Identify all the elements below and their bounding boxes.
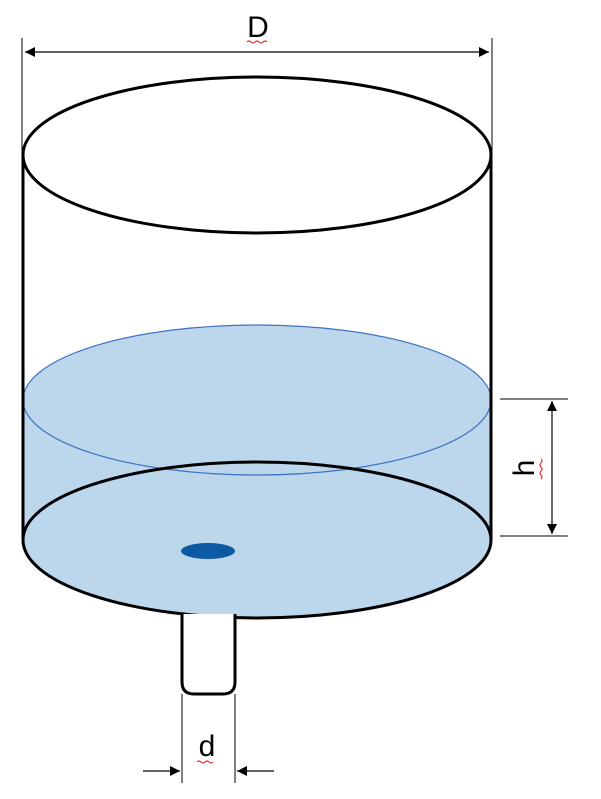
tank-bottom (21, 460, 493, 620)
label-outlet-diameter: d (199, 730, 216, 763)
dimension-height: h (500, 398, 568, 537)
spell-check-mark (539, 458, 543, 480)
spell-check-mark (196, 760, 214, 764)
water-surface (23, 324, 491, 476)
spell-check-mark (246, 40, 268, 44)
water-body (23, 324, 491, 618)
dimension-diameter: D (21, 11, 493, 155)
tank-top-rim (21, 75, 493, 235)
outlet-hole (181, 543, 235, 559)
dimension-outlet-diameter: d (143, 694, 274, 783)
label-height: h (508, 460, 541, 477)
outlet-pipe (180, 614, 237, 696)
label-diameter: D (247, 11, 269, 44)
